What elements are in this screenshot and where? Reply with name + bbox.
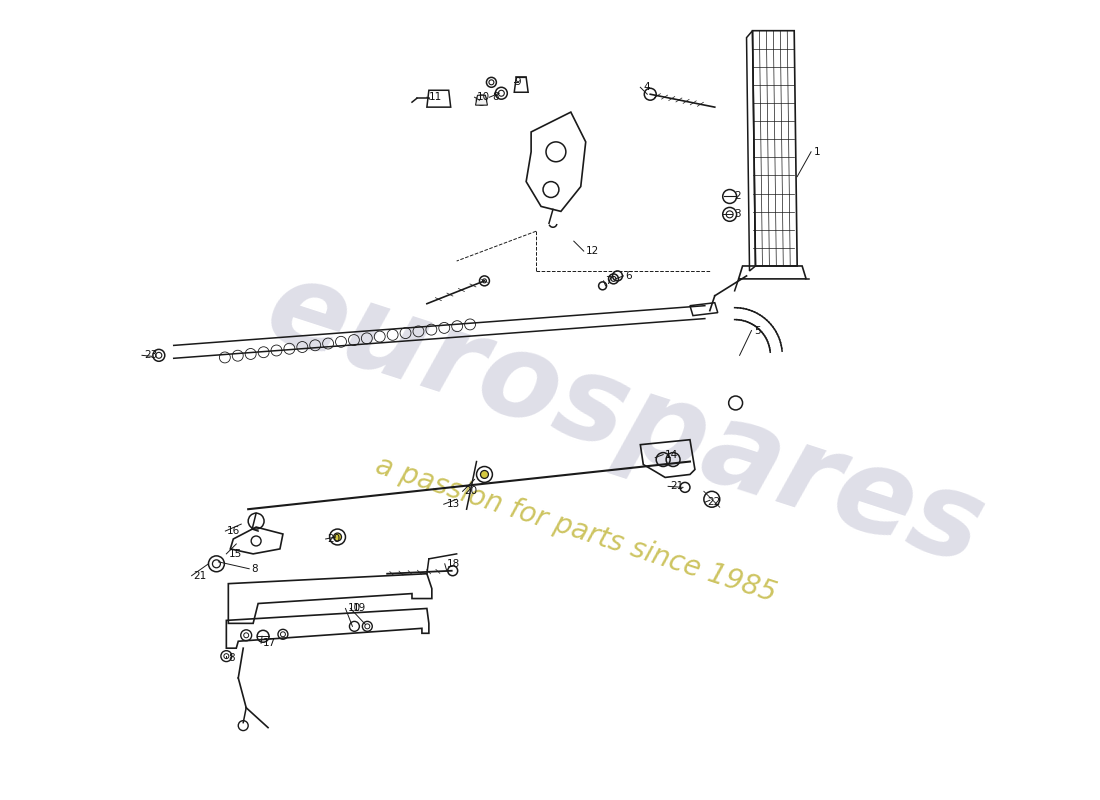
Text: 4: 4 bbox=[644, 82, 650, 92]
Text: 21: 21 bbox=[670, 482, 683, 491]
Circle shape bbox=[481, 470, 488, 478]
Circle shape bbox=[333, 533, 341, 541]
Text: 14: 14 bbox=[666, 450, 679, 460]
Text: 23: 23 bbox=[144, 350, 157, 360]
Text: 16: 16 bbox=[227, 526, 240, 536]
Text: 17: 17 bbox=[263, 638, 276, 648]
Text: 11: 11 bbox=[429, 92, 442, 102]
Text: 19: 19 bbox=[352, 603, 365, 614]
Text: 22: 22 bbox=[707, 498, 721, 507]
Text: 5: 5 bbox=[755, 326, 761, 335]
Text: 9: 9 bbox=[514, 78, 521, 87]
Polygon shape bbox=[475, 95, 487, 105]
Text: 21: 21 bbox=[194, 570, 207, 581]
Text: 10: 10 bbox=[476, 92, 490, 102]
Text: 8: 8 bbox=[229, 653, 235, 663]
Text: 1: 1 bbox=[814, 147, 821, 157]
Text: 12: 12 bbox=[585, 246, 600, 256]
Text: 8: 8 bbox=[493, 92, 499, 102]
Text: eurospares: eurospares bbox=[253, 250, 998, 590]
Text: 13: 13 bbox=[447, 499, 460, 510]
Text: 7: 7 bbox=[606, 276, 613, 286]
Text: 2: 2 bbox=[735, 191, 741, 202]
Text: 6: 6 bbox=[626, 271, 632, 281]
Text: a passion for parts since 1985: a passion for parts since 1985 bbox=[372, 451, 780, 607]
Text: 18: 18 bbox=[447, 559, 460, 569]
Text: 20: 20 bbox=[464, 486, 477, 496]
Text: 3: 3 bbox=[735, 210, 741, 219]
Text: 20: 20 bbox=[328, 534, 341, 544]
Text: 8: 8 bbox=[251, 564, 257, 574]
Text: 10: 10 bbox=[348, 603, 361, 614]
Text: 15: 15 bbox=[229, 549, 242, 559]
